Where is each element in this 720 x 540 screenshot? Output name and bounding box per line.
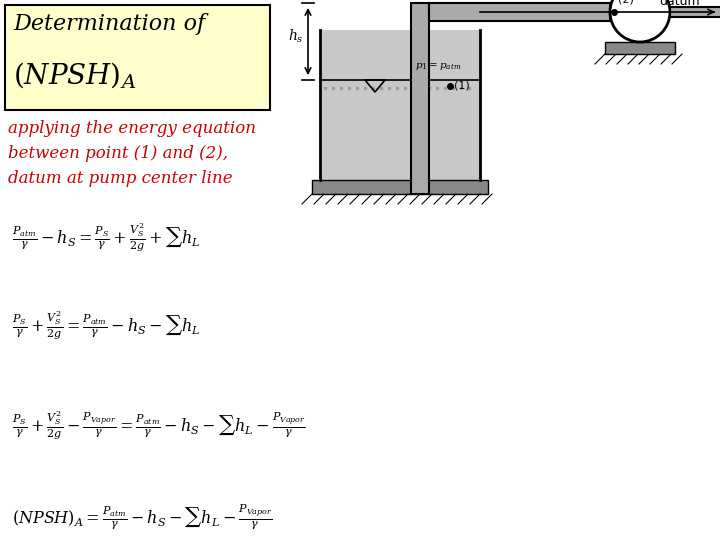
- Text: $h_s$: $h_s$: [289, 28, 304, 45]
- Text: $(NPSH)_A = \frac{P_{atm}}{\gamma} - h_S - \sum h_L - \frac{P_{Vapor}}{\gamma}$: $(NPSH)_A = \frac{P_{atm}}{\gamma} - h_S…: [12, 502, 272, 531]
- Text: $\frac{P_S}{\gamma} + \frac{V_S^2}{2g} - \frac{P_{Vapor}}{\gamma} = \frac{P_{atm: $\frac{P_S}{\gamma} + \frac{V_S^2}{2g} -…: [12, 410, 306, 442]
- Bar: [320, 30, 480, 180]
- Bar: [411, 3, 429, 194]
- Text: Determination of: Determination of: [13, 13, 205, 35]
- Text: (2): (2): [618, 0, 634, 4]
- Text: applying the energy equation
between point (1) and (2),
datum at pump center lin: applying the energy equation between poi…: [8, 120, 256, 187]
- Bar: [429, 3, 610, 21]
- Text: $(NPSH)_A$: $(NPSH)_A$: [13, 60, 136, 90]
- Text: datum: datum: [660, 0, 700, 8]
- Text: $p_1 = p_{atm}$: $p_1 = p_{atm}$: [415, 61, 462, 72]
- Circle shape: [610, 0, 670, 42]
- Text: $\frac{P_S}{\gamma} + \frac{V_S^2}{2g} = \frac{P_{atm}}{\gamma} - h_S - \sum h_L: $\frac{P_S}{\gamma} + \frac{V_S^2}{2g} =…: [12, 310, 200, 342]
- Bar: [312, 180, 488, 194]
- Bar: [670, 7, 720, 17]
- FancyBboxPatch shape: [5, 5, 270, 110]
- Bar: [605, 42, 675, 54]
- Text: (1): (1): [454, 81, 469, 91]
- Text: $\frac{P_{atm}}{\gamma} - h_S = \frac{P_S}{\gamma} + \frac{V_S^2}{2g} + \sum h_L: $\frac{P_{atm}}{\gamma} - h_S = \frac{P_…: [12, 222, 200, 254]
